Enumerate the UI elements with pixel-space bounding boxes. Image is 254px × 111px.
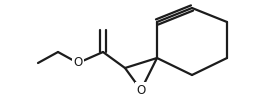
Text: O: O [73,56,83,69]
Text: O: O [136,83,146,96]
